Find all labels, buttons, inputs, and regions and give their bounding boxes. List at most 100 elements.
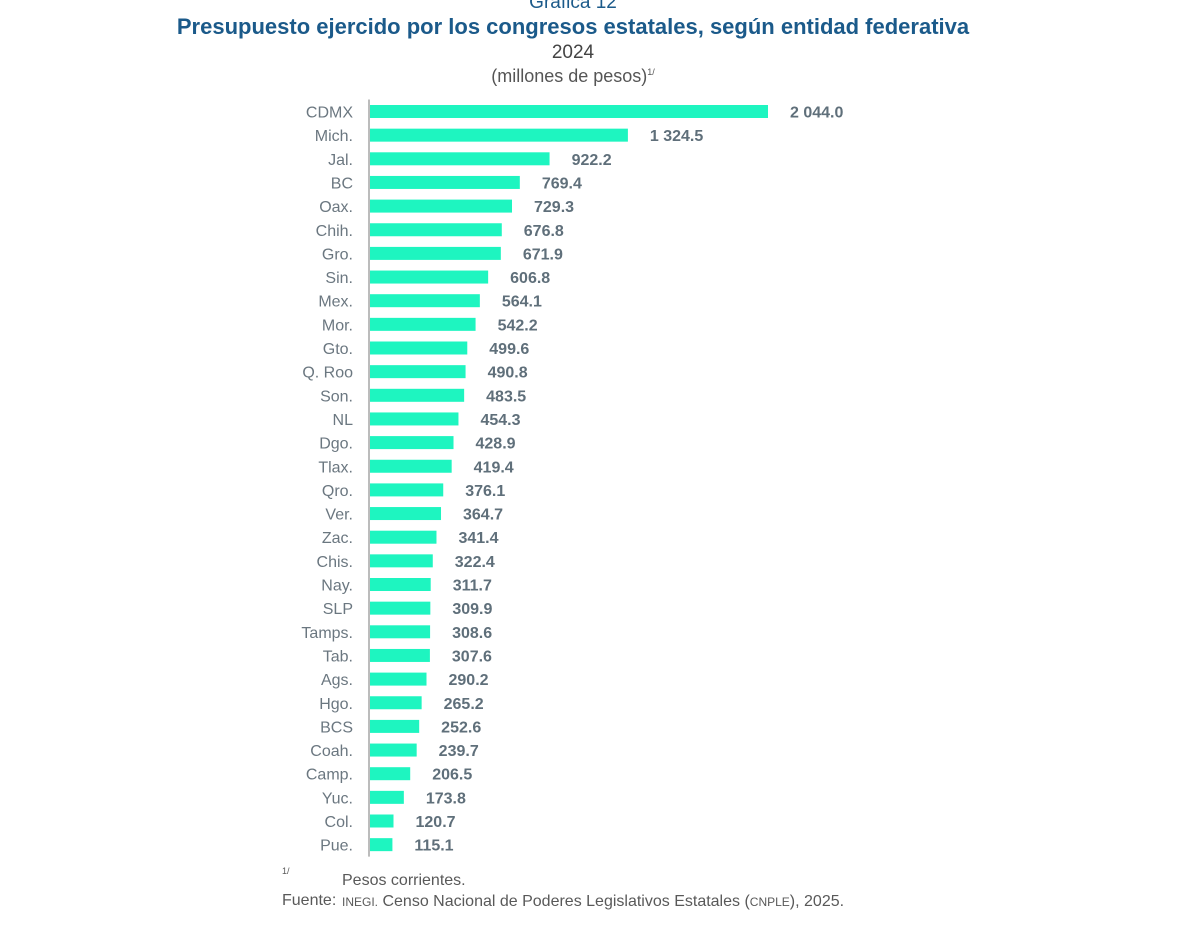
category-label: Son. <box>320 388 353 405</box>
bar <box>370 507 442 521</box>
bar <box>370 199 513 213</box>
bar <box>370 223 502 237</box>
bar <box>370 672 427 686</box>
value-label: 364.7 <box>463 507 503 524</box>
source-tail: ), 2025. <box>789 893 845 910</box>
category-label: Mor. <box>322 317 353 334</box>
value-label: 290.2 <box>449 672 489 689</box>
category-label: Tamps. <box>301 625 353 642</box>
value-label: 419.4 <box>474 459 514 476</box>
value-label: 676.8 <box>524 223 564 240</box>
value-label: 239.7 <box>439 743 479 760</box>
bar <box>370 270 489 284</box>
value-label: 542.2 <box>498 317 538 334</box>
value-label: 376.1 <box>465 483 505 500</box>
bar <box>370 294 480 308</box>
value-label: 322.4 <box>455 554 495 571</box>
value-label: 428.9 <box>476 436 516 453</box>
category-label: Tab. <box>323 648 353 665</box>
bar <box>370 388 465 402</box>
units-label: (millones de pesos) <box>491 66 648 86</box>
value-label: 922.2 <box>572 152 612 169</box>
bar <box>370 601 431 615</box>
category-label: Col. <box>325 814 353 831</box>
bar <box>370 341 468 355</box>
value-label: 265.2 <box>444 696 484 713</box>
category-label: Gto. <box>323 341 353 358</box>
value-label: 308.6 <box>452 625 492 642</box>
value-label: 671.9 <box>523 246 563 263</box>
source-text: INEGI. Censo Nacional de Poderes Legisla… <box>342 892 872 912</box>
value-label: 311.7 <box>453 578 492 595</box>
footnote-ref: 1/ <box>282 866 290 876</box>
value-label: 564.1 <box>502 294 542 311</box>
chart-year: 2024 <box>551 42 595 63</box>
value-label: 454.3 <box>480 412 520 429</box>
value-label: 1 324.5 <box>650 128 703 145</box>
bar <box>370 175 520 189</box>
value-label: 115.1 <box>414 838 453 855</box>
category-label: Yuc. <box>322 790 353 807</box>
category-label: Sin. <box>325 270 353 287</box>
category-label: Mex. <box>318 294 353 311</box>
category-label: Ags. <box>321 672 353 689</box>
source-acronym: CNPLE <box>749 895 790 909</box>
value-label: 606.8 <box>510 270 550 287</box>
value-label: 769.4 <box>542 175 582 192</box>
bar <box>370 128 628 142</box>
bar <box>370 838 393 852</box>
bar <box>370 436 454 450</box>
category-label: Coah. <box>310 743 353 760</box>
category-label: Oax. <box>319 199 353 216</box>
bar <box>370 719 420 733</box>
bar <box>370 743 417 757</box>
chart-caption: Gráfica 12 <box>529 0 617 13</box>
category-label: Hgo. <box>319 696 353 713</box>
bar <box>370 814 394 828</box>
bar <box>370 554 433 568</box>
value-label: 729.3 <box>534 199 574 216</box>
category-label: BC <box>331 175 353 192</box>
value-label: 483.5 <box>486 388 526 405</box>
value-label: 341.4 <box>458 530 498 547</box>
bar <box>370 696 422 710</box>
bar <box>370 483 444 497</box>
category-label: Chis. <box>317 554 353 571</box>
units-note-ref: 1/ <box>647 67 655 77</box>
value-label: 2 044.0 <box>790 105 843 122</box>
category-label: Jal. <box>328 152 353 169</box>
category-label: Q. Roo <box>302 365 353 382</box>
source-org: INEGI. <box>342 895 379 909</box>
bar <box>370 767 411 781</box>
source-label: Fuente: <box>282 892 337 909</box>
value-label: 120.7 <box>416 814 456 831</box>
value-label: 173.8 <box>426 790 466 807</box>
category-label: Dgo. <box>319 436 353 453</box>
category-label: Mich. <box>315 128 353 145</box>
category-label: Chih. <box>316 223 353 240</box>
value-label: 252.6 <box>441 719 481 736</box>
category-label: Zac. <box>322 530 353 547</box>
category-label: Camp. <box>306 767 353 784</box>
bar <box>370 317 476 331</box>
category-label: Nay. <box>321 578 353 595</box>
category-label: BCS <box>320 719 353 736</box>
category-label: Gro. <box>322 246 353 263</box>
bar <box>370 365 466 379</box>
category-label: Ver. <box>325 507 353 524</box>
bar <box>370 152 550 166</box>
value-label: 206.5 <box>432 767 472 784</box>
category-label: SLP <box>323 601 353 618</box>
bar <box>370 246 501 260</box>
category-label: NL <box>333 412 354 429</box>
category-label: Pue. <box>320 838 353 855</box>
value-label: 499.6 <box>489 341 529 358</box>
category-label: Tlax. <box>318 459 353 476</box>
bar <box>370 530 437 544</box>
value-label: 490.8 <box>488 365 528 382</box>
value-label: 307.6 <box>452 648 492 665</box>
footnote-text: Pesos corrientes. <box>342 872 466 889</box>
chart-title: Presupuesto ejercido por los congresos e… <box>176 14 970 39</box>
bar <box>370 790 404 804</box>
